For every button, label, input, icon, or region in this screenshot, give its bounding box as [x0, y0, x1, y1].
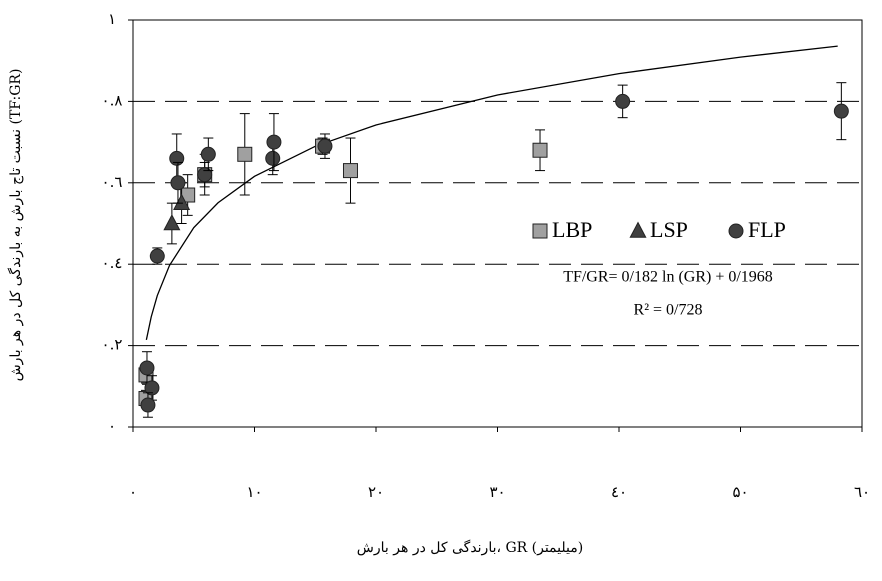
marker-square: [532, 142, 548, 158]
marker-circle: [144, 380, 160, 396]
marker-square: [342, 163, 358, 179]
marker-circle: [197, 167, 213, 183]
y-tick-label: ۰.٤: [102, 254, 123, 272]
legend-label: LBP: [552, 217, 592, 242]
x-tick-label: ۵۰: [732, 483, 748, 501]
x-axis-title: بارندگی کل در هر بارش، GR (میلیمتر): [357, 539, 583, 556]
legend-label: LSP: [650, 217, 688, 242]
marker-square: [237, 146, 253, 162]
marker-circle: [833, 103, 849, 119]
x-tick-label: ۳۰: [489, 483, 505, 501]
marker-circle: [140, 397, 156, 413]
legend-label: FLP: [748, 217, 786, 242]
x-tick-label: ٤۰: [611, 483, 627, 501]
marker-circle: [615, 93, 631, 109]
y-tick-label: ۰.۲: [102, 336, 123, 354]
marker-triangle: [629, 221, 647, 238]
marker-square: [532, 223, 548, 239]
marker-circle: [728, 223, 744, 239]
x-tick-label: ۲۰: [368, 483, 384, 501]
fit-curve: [145, 45, 838, 340]
y-tick-label: ۱: [108, 10, 116, 28]
marker-square: [180, 187, 196, 203]
x-tick-label: ٦۰: [854, 483, 870, 501]
marker-circle: [139, 360, 155, 376]
marker-triangle: [163, 214, 181, 231]
marker-circle: [317, 138, 333, 154]
x-tick-label: ۰: [129, 483, 137, 501]
y-tick-label: ۰.٦: [102, 173, 123, 191]
marker-circle: [265, 150, 281, 166]
marker-circle: [266, 134, 282, 150]
y-tick-label: ۰: [108, 417, 116, 435]
fit-equation: TF/GR= 0/182 ln (GR) + 0/1968: [563, 269, 773, 286]
marker-circle: [200, 146, 216, 162]
r-squared: R² = 0/728: [634, 302, 703, 319]
y-tick-label: ۰.۸: [102, 91, 123, 109]
marker-circle: [169, 150, 185, 166]
x-tick-label: ۱۰: [246, 483, 262, 501]
marker-circle: [170, 175, 186, 191]
y-axis-title: نسبت تاج بارش به بارندگی کل در هر بارش (…: [7, 69, 24, 382]
marker-circle: [149, 248, 165, 264]
